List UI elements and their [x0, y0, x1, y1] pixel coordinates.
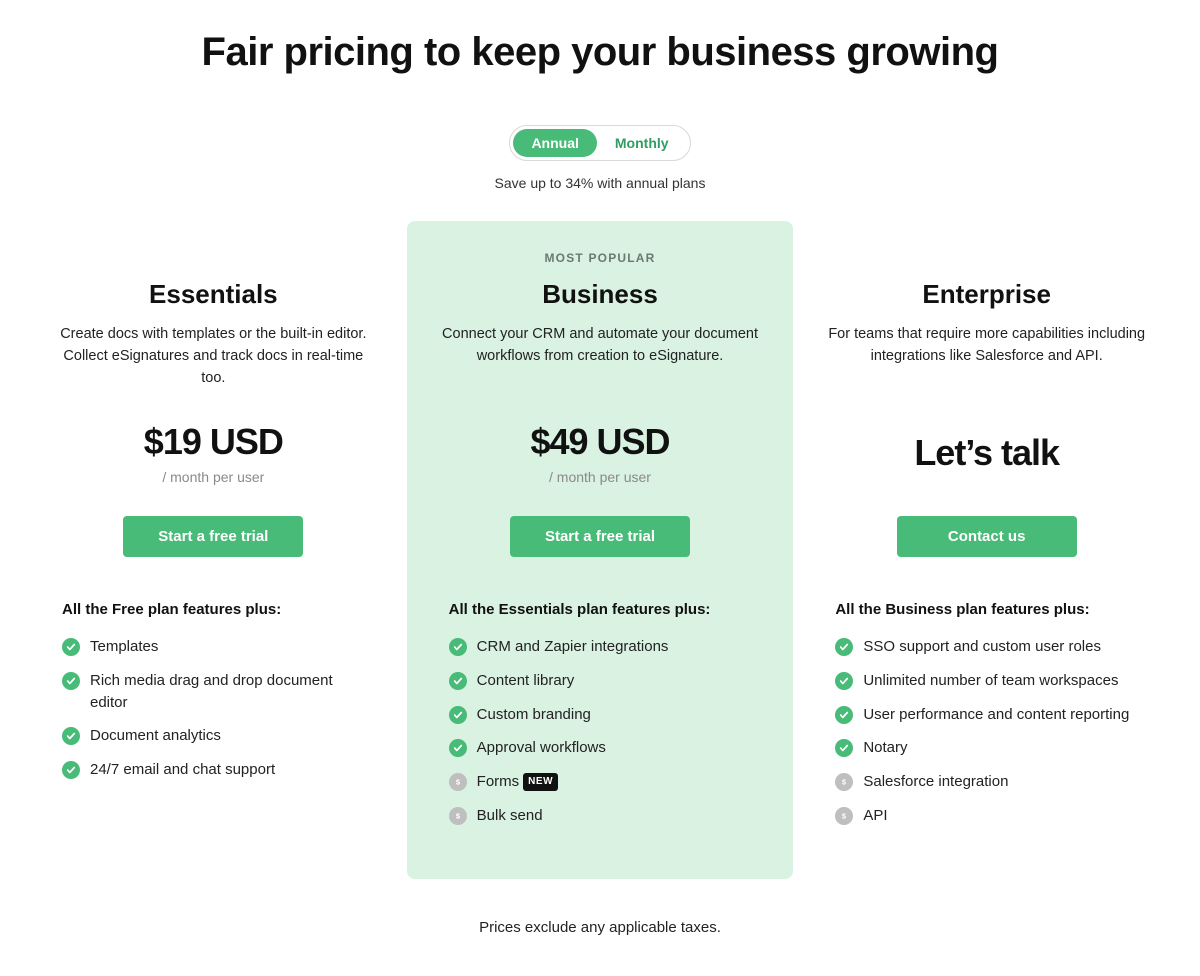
feature-item: User performance and content reporting [835, 704, 1138, 726]
dollar-icon: $ [449, 773, 467, 791]
plan-features: All the Free plan features plus: Template… [50, 601, 377, 793]
plan-features-title: All the Business plan features plus: [835, 601, 1138, 618]
billing-toggle-monthly[interactable]: Monthly [597, 129, 687, 157]
feature-item: Notary [835, 737, 1138, 759]
feature-text: Content library [477, 672, 575, 689]
plan-badge: MOST POPULAR [437, 251, 764, 269]
feature-text: Bulk send [477, 807, 543, 824]
feature-text: Salesforce integration [863, 773, 1008, 790]
feature-item: $ Salesforce integration [835, 771, 1138, 793]
plan-features: All the Essentials plan features plus: CR… [437, 601, 764, 839]
feature-text: Forms [477, 773, 520, 790]
feature-text: CRM and Zapier integrations [477, 638, 669, 655]
feature-item: Templates [62, 636, 365, 658]
page-title: Fair pricing to keep your business growi… [20, 30, 1180, 75]
feature-item: $ API [835, 805, 1138, 827]
dollar-icon: $ [835, 773, 853, 791]
plan-features: All the Business plan features plus: SSO … [823, 601, 1150, 839]
billing-toggle: Annual Monthly [509, 125, 690, 161]
feature-text: Rich media drag and drop document editor [90, 672, 333, 711]
feature-item: 24/7 email and chat support [62, 759, 365, 781]
dollar-icon: $ [449, 807, 467, 825]
feature-text: Custom branding [477, 706, 591, 723]
feature-item: $ FormsNEW [449, 771, 752, 793]
billing-toggle-section: Annual Monthly Save up to 34% with annua… [20, 125, 1180, 191]
new-badge: NEW [523, 773, 558, 792]
plan-description: Create docs with templates or the built-… [50, 324, 377, 390]
svg-text:$: $ [456, 778, 461, 787]
plan-description: For teams that require more capabilities… [823, 324, 1150, 390]
feature-text: User performance and content reporting [863, 706, 1129, 723]
plan-name: Business [437, 279, 764, 310]
plan-features-title: All the Essentials plan features plus: [449, 601, 752, 618]
feature-text: Document analytics [90, 727, 221, 744]
feature-item: Document analytics [62, 725, 365, 747]
plan-price-unit: / month per user [437, 469, 764, 485]
feature-item: Rich media drag and drop document editor [62, 670, 365, 714]
check-icon [449, 638, 467, 656]
dollar-icon: $ [835, 807, 853, 825]
feature-text: SSO support and custom user roles [863, 638, 1101, 655]
check-icon [62, 761, 80, 779]
check-icon [62, 672, 80, 690]
feature-item: $ Bulk send [449, 805, 752, 827]
feature-item: Approval workflows [449, 737, 752, 759]
check-icon [835, 638, 853, 656]
check-icon [835, 672, 853, 690]
plan-card-essentials: Essentials Create docs with templates or … [20, 221, 407, 879]
billing-save-note: Save up to 34% with annual plans [495, 175, 706, 191]
check-icon [449, 706, 467, 724]
feature-item: Custom branding [449, 704, 752, 726]
billing-toggle-annual[interactable]: Annual [513, 129, 596, 157]
plan-features-title: All the Free plan features plus: [62, 601, 365, 618]
plan-description: Connect your CRM and automate your docum… [437, 324, 764, 390]
svg-text:$: $ [842, 811, 847, 820]
check-icon [62, 638, 80, 656]
plan-card-business: MOST POPULAR Business Connect your CRM and… [407, 221, 794, 879]
svg-text:$: $ [456, 811, 461, 820]
plan-price: $19 USD [50, 421, 377, 463]
feature-item: CRM and Zapier integrations [449, 636, 752, 658]
tax-note: Prices exclude any applicable taxes. [20, 919, 1180, 936]
svg-text:$: $ [842, 778, 847, 787]
start-free-trial-button[interactable]: Start a free trial [123, 516, 303, 557]
check-icon [449, 672, 467, 690]
contact-us-button[interactable]: Contact us [897, 516, 1077, 557]
plan-price: Let’s talk [823, 432, 1150, 474]
start-free-trial-button[interactable]: Start a free trial [510, 516, 690, 557]
check-icon [62, 727, 80, 745]
plan-name: Essentials [50, 279, 377, 310]
check-icon [835, 739, 853, 757]
feature-item: Unlimited number of team workspaces [835, 670, 1138, 692]
pricing-plans-row: Essentials Create docs with templates or … [20, 221, 1180, 879]
feature-text: 24/7 email and chat support [90, 761, 275, 778]
feature-text: Approval workflows [477, 739, 606, 756]
check-icon [835, 706, 853, 724]
plan-name: Enterprise [823, 279, 1150, 310]
feature-item: Content library [449, 670, 752, 692]
plan-card-enterprise: Enterprise For teams that require more ca… [793, 221, 1180, 879]
feature-text: Unlimited number of team workspaces [863, 672, 1118, 689]
check-icon [449, 739, 467, 757]
feature-item: SSO support and custom user roles [835, 636, 1138, 658]
feature-text: Templates [90, 638, 158, 655]
plan-price: $49 USD [437, 421, 764, 463]
feature-text: Notary [863, 739, 907, 756]
feature-text: API [863, 807, 887, 824]
plan-price-unit: / month per user [50, 469, 377, 485]
